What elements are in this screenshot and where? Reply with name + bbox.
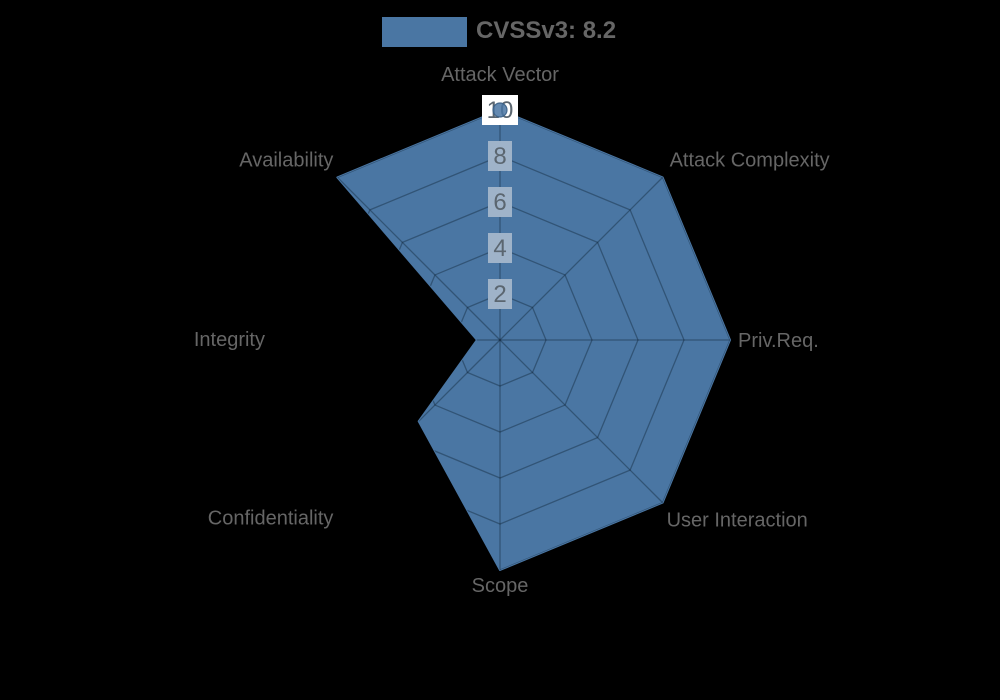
svg-text:Integrity: Integrity: [194, 329, 265, 351]
svg-text:User Interaction: User Interaction: [667, 510, 808, 532]
svg-text:Confidentiality: Confidentiality: [208, 508, 334, 530]
svg-text:4: 4: [493, 235, 506, 262]
svg-text:Priv.Req.: Priv.Req.: [738, 330, 819, 352]
svg-text:6: 6: [493, 189, 506, 216]
svg-text:Scope: Scope: [472, 575, 529, 597]
svg-text:2: 2: [493, 281, 506, 308]
svg-text:CVSSv3: 8.2: CVSSv3: 8.2: [476, 17, 616, 44]
svg-text:Attack Complexity: Attack Complexity: [670, 149, 830, 171]
svg-text:8: 8: [493, 143, 506, 170]
svg-text:Availability: Availability: [239, 149, 333, 171]
svg-text:Attack Vector: Attack Vector: [441, 64, 559, 86]
